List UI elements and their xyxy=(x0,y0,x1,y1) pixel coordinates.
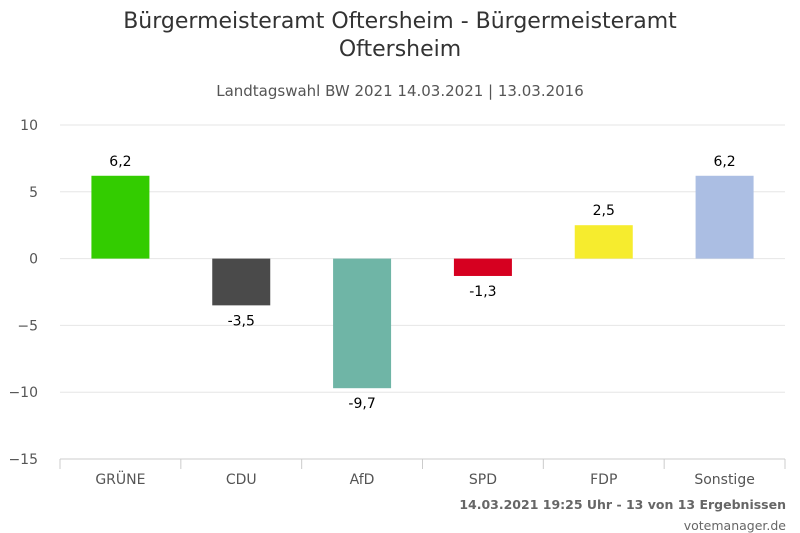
bar-spd xyxy=(453,258,512,276)
bar-grüne xyxy=(91,175,150,259)
data-label: -9,7 xyxy=(348,396,375,412)
data-label: -1,3 xyxy=(469,284,496,300)
x-tick-label: GRÜNE xyxy=(95,470,145,488)
chart-title-line2: Oftersheim xyxy=(338,37,462,62)
x-tick-label: Sonstige xyxy=(694,472,755,488)
x-tick-label: AfD xyxy=(350,472,375,488)
x-tick-label: FDP xyxy=(590,472,617,488)
bar-afd xyxy=(333,258,392,389)
data-label: 6,2 xyxy=(713,154,735,170)
data-label: -3,5 xyxy=(228,313,255,329)
y-tick-label: 10 xyxy=(20,118,38,134)
chart-title-line1: Bürgermeisteramt Oftersheim - Bürgermeis… xyxy=(123,9,677,34)
y-tick-label: −5 xyxy=(17,318,38,334)
x-tick-label: SPD xyxy=(469,472,497,488)
x-tick-label: CDU xyxy=(226,472,257,488)
credit-link[interactable]: votemanager.de xyxy=(683,518,786,533)
y-tick-label: −15 xyxy=(8,452,38,468)
bar-sonstige xyxy=(695,175,754,259)
data-label: 6,2 xyxy=(109,154,131,170)
data-label: 2,5 xyxy=(593,203,615,219)
y-tick-label: 5 xyxy=(29,185,38,201)
bar-fdp xyxy=(574,225,633,259)
y-tick-label: 0 xyxy=(29,252,38,268)
y-tick-label: −10 xyxy=(8,385,38,401)
chart-subtitle: Landtagswahl BW 2021 14.03.2021 | 13.03.… xyxy=(216,82,584,100)
bar-cdu xyxy=(212,258,271,306)
result-status: 14.03.2021 19:25 Uhr - 13 von 13 Ergebni… xyxy=(459,497,786,512)
